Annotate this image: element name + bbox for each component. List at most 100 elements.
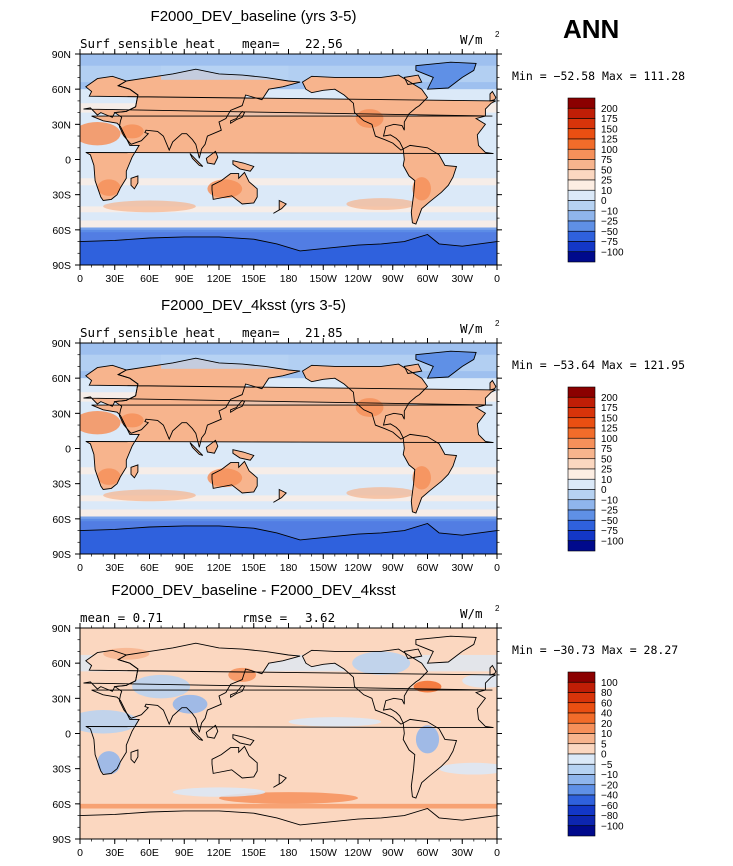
coastline-africa — [85, 115, 494, 201]
colorbar-label: 125 — [601, 424, 618, 435]
colorbar-swatch — [567, 722, 596, 734]
x-tick-label: 30E — [105, 847, 124, 859]
colorbar-label: 0 — [601, 196, 607, 207]
season-label: ANN — [563, 14, 620, 44]
land-antarctica — [80, 234, 497, 265]
x-tick-label: 0 — [77, 847, 83, 859]
colorbar-swatch — [567, 107, 596, 119]
colorbar-label: −10 — [601, 770, 618, 781]
coastline-japan — [230, 684, 246, 699]
y-tick-label: 90S — [52, 260, 71, 272]
coastline-africa — [85, 404, 494, 490]
colorbar-label: 25 — [601, 465, 613, 476]
x-tick-label: 120W — [344, 273, 372, 285]
colorbar-swatch — [567, 230, 596, 242]
panel-stat-label: mean= — [242, 325, 280, 340]
coastline-uk — [489, 379, 497, 391]
coastline-uk — [489, 664, 497, 676]
colorbar-label: 50 — [601, 454, 613, 465]
x-tick-label: 60W — [417, 847, 439, 859]
map-field — [80, 54, 497, 265]
colorbar-label: 0 — [601, 485, 607, 496]
land-borneo — [206, 440, 218, 454]
colorbar-label: 100 — [601, 434, 618, 445]
x-tick-label: 0 — [494, 562, 500, 574]
land-asia — [114, 358, 301, 448]
land-uk — [490, 380, 496, 390]
map-panel-3: F2000_DEV_baseline - F2000_DEV_4ksstmean… — [52, 582, 679, 859]
y-tick-label: 30N — [52, 693, 71, 705]
x-tick-label: 120W — [344, 847, 372, 859]
coastline-australia — [211, 460, 258, 494]
x-tick-label: 90E — [175, 847, 194, 859]
x-tick-label: 30E — [105, 562, 124, 574]
coastline-uk — [489, 90, 497, 102]
y-tick-label: 90N — [52, 49, 71, 61]
colorbar-swatch — [567, 179, 596, 191]
x-tick-label: 90E — [175, 562, 194, 574]
map-panel-1: F2000_DEV_baseline (yrs 3-5) Surf sensibl… — [52, 8, 685, 285]
panel-left-label: Surf sensible heat — [80, 36, 215, 51]
coastline-baffin — [403, 74, 423, 86]
colorbar-swatch — [567, 712, 596, 724]
coastline-asia — [113, 642, 301, 733]
colorbar-swatch — [567, 437, 596, 449]
colorbar-label: −100 — [601, 821, 624, 832]
y-tick-label: 30S — [52, 190, 71, 202]
colorbar-swatch — [567, 458, 596, 470]
panel-title: F2000_DEV_baseline (yrs 3-5) — [151, 8, 357, 25]
panel-title: F2000_DEV_baseline - F2000_DEV_4ksst — [111, 582, 396, 599]
colorbar-label: 10 — [601, 186, 613, 197]
colorbar-swatch — [567, 251, 596, 263]
panel-stat-label: mean= — [242, 36, 280, 51]
y-tick-label: 60N — [52, 658, 71, 670]
colorbar-swatch — [567, 407, 596, 419]
colorbar-swatch — [567, 200, 596, 212]
panel-units: W/m — [460, 32, 483, 47]
colorbar-label: 75 — [601, 155, 613, 166]
coastline-samerica — [402, 433, 458, 514]
colorbar-swatch — [567, 210, 596, 222]
colorbar-label: 20 — [601, 719, 613, 730]
coastline-samerica — [402, 718, 458, 799]
colorbar-label: 200 — [601, 104, 618, 115]
y-tick-label: 0 — [65, 155, 71, 167]
panel-stat-value: 3.62 — [305, 610, 335, 625]
y-tick-label: 60N — [52, 373, 71, 385]
x-tick-label: 150E — [241, 847, 266, 859]
land-newguinea — [232, 734, 254, 746]
colorbar-swatch — [567, 489, 596, 501]
colorbar-label: 5 — [601, 739, 607, 750]
y-tick-label: 90N — [52, 623, 71, 635]
colorbar-swatch — [567, 169, 596, 181]
x-tick-label: 0 — [77, 562, 83, 574]
y-tick-label: 90N — [52, 338, 71, 350]
land-baffin — [404, 649, 422, 659]
min-max-label: Min = −53.64 Max = 121.95 — [512, 358, 685, 372]
min-max-label: Min = −30.73 Max = 28.27 — [512, 643, 678, 657]
colorbar-label: −25 — [601, 217, 618, 228]
coastline-madagascar — [130, 175, 139, 190]
colorbar-swatch — [567, 97, 596, 109]
coastline-samerica — [402, 144, 458, 225]
coastline-japan — [230, 110, 246, 125]
colorbar-label: −25 — [601, 506, 618, 517]
coastline-asia — [113, 357, 301, 448]
x-tick-label: 0 — [494, 273, 500, 285]
colorbar-label: −60 — [601, 801, 618, 812]
land-newguinea — [232, 449, 254, 461]
panel-stat-value: 21.85 — [305, 325, 343, 340]
coastline-madagascar — [130, 464, 139, 479]
colorbar-label: 50 — [601, 165, 613, 176]
coastline-newguinea — [232, 160, 255, 172]
colorbar-swatch — [567, 427, 596, 439]
colorbar-swatch — [567, 702, 596, 714]
colorbar-label: 10 — [601, 475, 613, 486]
panel-stat-label: rmse = — [242, 610, 287, 625]
coastline-greenland — [415, 350, 477, 379]
panel-units: W/m — [460, 606, 483, 621]
colorbar-swatch — [567, 499, 596, 511]
